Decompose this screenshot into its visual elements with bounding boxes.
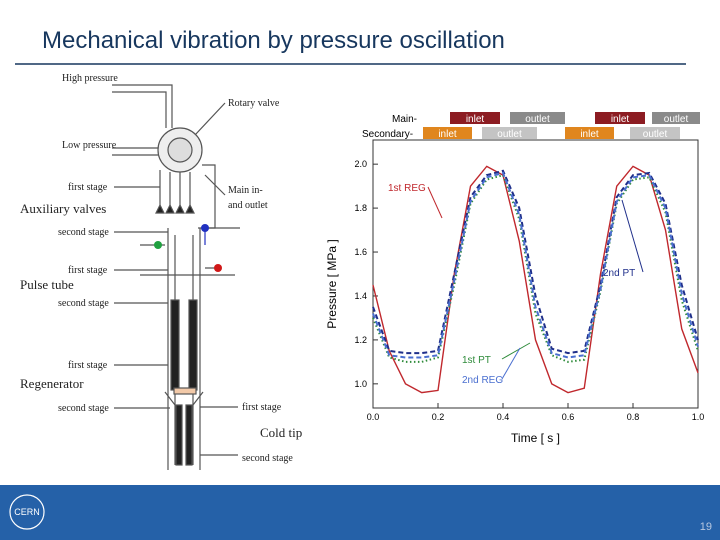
valve-label: inlet (466, 114, 485, 125)
valve-bar (423, 127, 472, 139)
series-annotation: 2nd REG (462, 375, 503, 386)
valve-label: outlet (664, 114, 689, 125)
diagram-label: first stage (68, 360, 108, 371)
diagram-label: and outlet (228, 200, 268, 211)
diagram-label: High pressure (62, 73, 118, 84)
diagram-label: second stage (242, 453, 293, 464)
cryocooler-diagram (112, 84, 240, 470)
annotation-leader (621, 199, 644, 273)
y-tick-label: 1.6 (354, 247, 367, 257)
x-tick-label: 0.2 (432, 412, 445, 422)
diagram-label: second stage (58, 403, 109, 414)
diagram-label: first stage (242, 402, 282, 413)
diagram-label: Cold tip (260, 425, 302, 440)
x-tick-label: 0.0 (367, 412, 380, 422)
page-number: 19 (700, 521, 712, 533)
diagram-label: Low pressure (62, 140, 117, 151)
valve-bar (510, 112, 565, 124)
valve-bar (595, 112, 645, 124)
footer: CERN 19 (0, 485, 720, 540)
valve-label: inlet (580, 129, 599, 140)
logo-ring (9, 494, 45, 530)
valve-bar (482, 127, 537, 139)
valve-label: inlet (611, 114, 630, 125)
valve-label: inlet (438, 129, 457, 140)
diagram-label: Pulse tube (20, 277, 74, 292)
x-axis-label: Time [ s ] (511, 431, 560, 445)
series-line (372, 165, 699, 394)
series-annotation: 1st REG (388, 183, 426, 194)
x-tick-label: 0.4 (497, 412, 510, 422)
diagram-label: Regenerator (20, 376, 84, 391)
secondary-row-label: Secondary- (362, 129, 413, 140)
main-row-label: Main- (392, 114, 417, 125)
diagram-label: second stage (58, 227, 109, 238)
x-tick-label: 0.8 (627, 412, 640, 422)
valve-label: outlet (525, 114, 550, 125)
y-tick-label: 1.4 (354, 291, 367, 301)
footer-bar (0, 485, 720, 540)
x-tick-label: 1.0 (692, 412, 705, 422)
y-tick-label: 1.2 (354, 335, 367, 345)
annotation-leader (427, 186, 443, 219)
valve-bar (630, 127, 680, 139)
valve-bar (450, 112, 500, 124)
valve-bar (565, 127, 614, 139)
valve-label: outlet (497, 129, 522, 140)
logo: CERN (14, 507, 40, 517)
series-annotation: 2nd PT (603, 268, 635, 279)
y-tick-label: 2.0 (354, 159, 367, 169)
series-line (372, 169, 699, 355)
annotation-leader (501, 347, 521, 380)
series-line (372, 171, 699, 359)
y-axis-label: Pressure [ MPa ] (325, 239, 339, 328)
annotation-leader (501, 342, 531, 360)
diagram-label: Auxiliary valves (20, 201, 106, 216)
y-tick-label: 1.8 (354, 203, 367, 213)
series-annotation: 1st PT (462, 355, 491, 366)
diagram-label: Main in- (228, 185, 263, 196)
diagram-label: second stage (58, 298, 109, 309)
diagram-label: first stage (68, 182, 108, 193)
diagram-label: first stage (68, 265, 108, 276)
plot-frame (372, 139, 699, 409)
x-tick-label: 0.6 (562, 412, 575, 422)
valve-label: outlet (643, 129, 668, 140)
y-tick-label: 1.0 (354, 379, 367, 389)
valve-bar (652, 112, 700, 124)
diagram-label: Rotary valve (228, 98, 280, 109)
series-line (372, 173, 699, 363)
slide-title: Mechanical vibration by pressure oscilla… (42, 27, 505, 54)
